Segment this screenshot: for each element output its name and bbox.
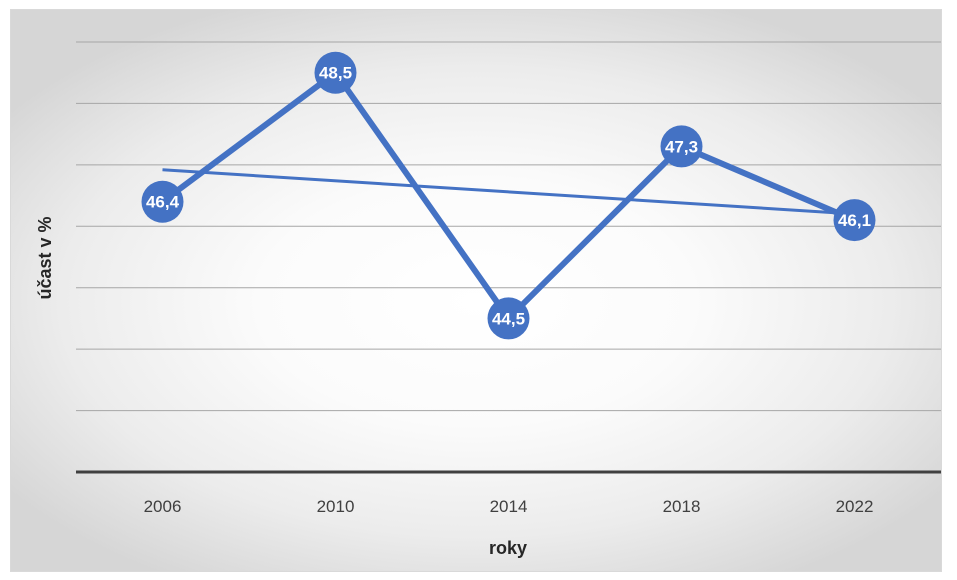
data-point-marker [833, 199, 876, 242]
line-chart: 46,4 48,5 44,5 47,3 46,1 2006 2010 2014 2018 202… [35, 41, 941, 558]
x-axis-title: roky [489, 538, 527, 558]
x-tick-labels: 2006 2010 2014 2018 2022 [144, 497, 874, 516]
data-label: 48,5 [319, 64, 352, 83]
trendline [162, 168, 855, 216]
data-label: 47,3 [665, 137, 698, 156]
trendline-layer [162, 168, 855, 216]
data-label: 44,5 [492, 309, 525, 328]
data-point-marker [141, 180, 184, 223]
x-tick-label: 2010 [317, 497, 355, 516]
x-tick-label: 2018 [663, 497, 701, 516]
x-tick-label: 2022 [836, 497, 874, 516]
chart-area: 46,4 48,5 44,5 47,3 46,1 2006 2010 2014 2018 202… [10, 9, 942, 572]
data-point-marker [487, 297, 530, 340]
x-tick-label: 2014 [490, 497, 528, 516]
data-label: 46,1 [838, 211, 871, 230]
series-layer: 46,4 48,5 44,5 47,3 46,1 [141, 51, 876, 340]
y-axis-title: účast v % [35, 216, 55, 299]
data-label: 46,4 [146, 193, 180, 212]
data-point-marker [314, 51, 357, 94]
x-tick-label: 2006 [144, 497, 182, 516]
gridlines [76, 41, 941, 412]
series-line [159, 69, 858, 322]
data-point-marker [660, 125, 703, 168]
